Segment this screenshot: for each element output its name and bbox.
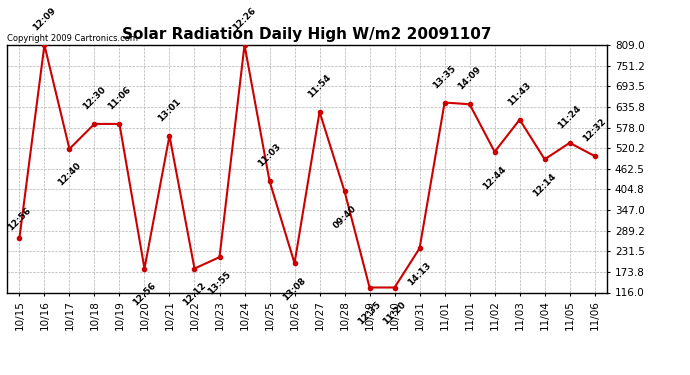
Text: 12:44: 12:44 [481,164,508,191]
Text: 11:24: 11:24 [556,104,583,130]
Text: 12:56: 12:56 [131,281,158,308]
Text: 11:20: 11:20 [382,300,408,326]
Text: 13:55: 13:55 [206,270,233,296]
Text: 12:32: 12:32 [582,117,608,144]
Text: Copyright 2009 Cartronics.com: Copyright 2009 Cartronics.com [7,33,138,42]
Text: 11:54: 11:54 [306,73,333,99]
Text: 12:56: 12:56 [6,206,32,232]
Text: 13:35: 13:35 [431,63,458,90]
Text: 11:06: 11:06 [106,85,132,111]
Text: 09:40: 09:40 [331,204,358,230]
Text: 12:09: 12:09 [31,6,58,33]
Text: 13:01: 13:01 [156,97,183,123]
Text: 12:30: 12:30 [81,85,108,111]
Text: 14:13: 14:13 [406,261,433,287]
Text: 12:26: 12:26 [231,6,258,33]
Text: 13:08: 13:08 [282,276,308,302]
Text: 11:03: 11:03 [256,142,283,169]
Text: 12:40: 12:40 [56,161,83,188]
Title: Solar Radiation Daily High W/m2 20091107: Solar Radiation Daily High W/m2 20091107 [122,27,492,42]
Text: 11:43: 11:43 [506,81,533,107]
Text: 12:12: 12:12 [181,281,208,308]
Text: 12:14: 12:14 [531,172,558,198]
Text: 12:35: 12:35 [356,300,383,327]
Text: 14:09: 14:09 [456,65,483,92]
